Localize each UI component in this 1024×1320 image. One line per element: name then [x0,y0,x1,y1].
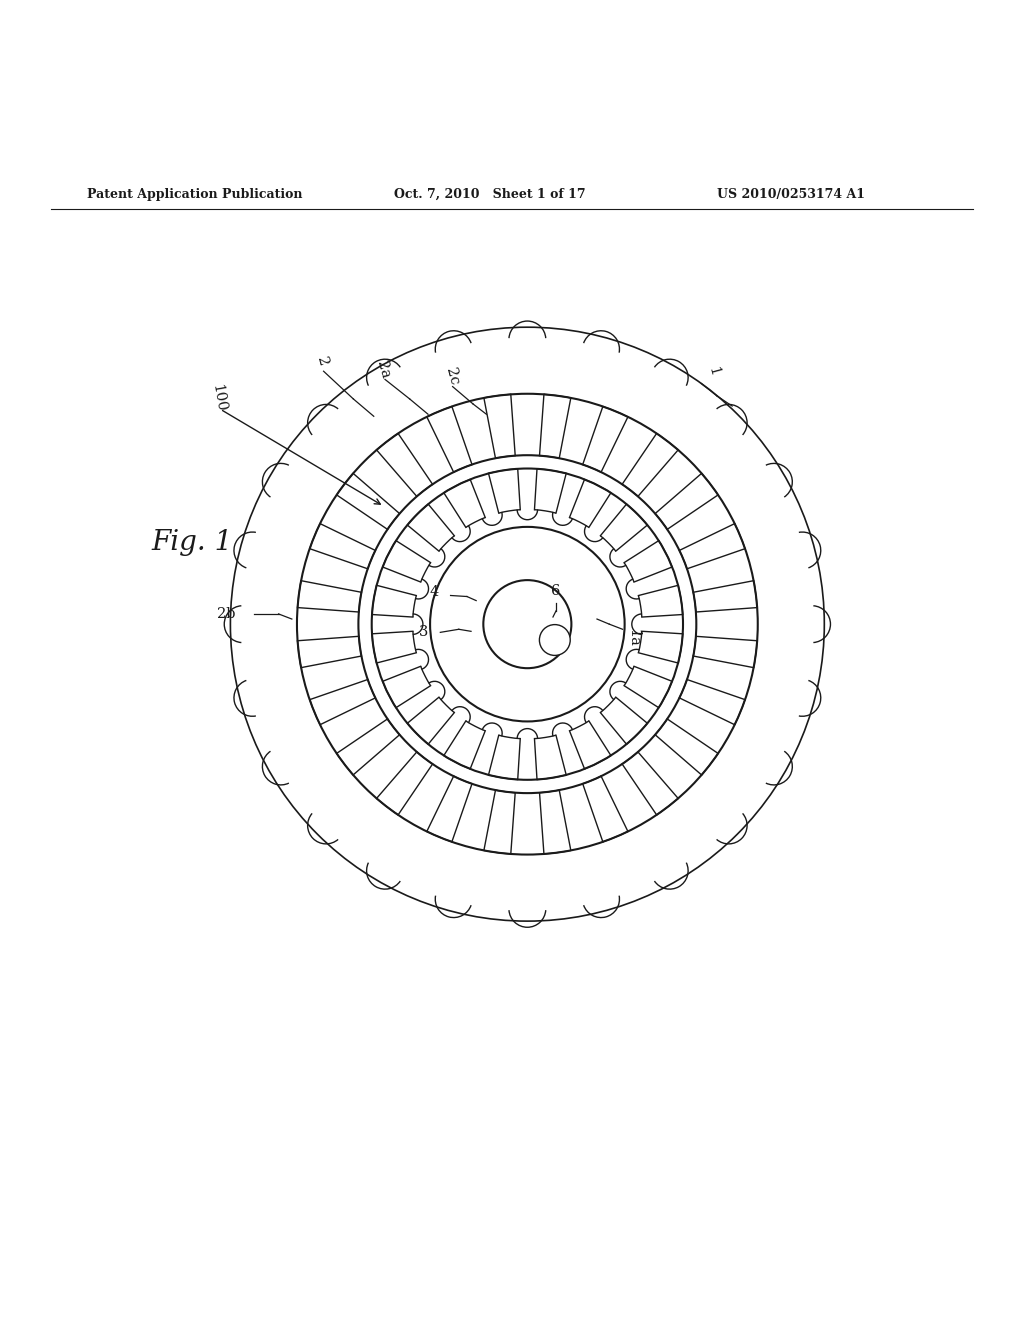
Circle shape [483,579,571,668]
Text: 2: 2 [314,355,330,367]
Text: Oct. 7, 2010   Sheet 1 of 17: Oct. 7, 2010 Sheet 1 of 17 [394,187,586,201]
Circle shape [230,327,824,921]
Circle shape [540,624,570,656]
Text: 3: 3 [419,626,428,639]
Text: 1a: 1a [626,630,640,647]
Circle shape [372,469,683,780]
Circle shape [358,455,696,793]
Text: 2b: 2b [217,607,236,620]
Text: 6: 6 [551,583,561,598]
Text: 4: 4 [429,585,438,599]
Text: 2a: 2a [375,359,392,380]
Text: Fig. 1: Fig. 1 [152,529,232,556]
Text: 2c: 2c [443,367,461,387]
Text: 100: 100 [210,383,228,413]
Circle shape [430,527,625,722]
Text: US 2010/0253174 A1: US 2010/0253174 A1 [717,187,865,201]
Circle shape [297,393,758,854]
Text: Patent Application Publication: Patent Application Publication [87,187,302,201]
Text: 1: 1 [706,366,721,378]
